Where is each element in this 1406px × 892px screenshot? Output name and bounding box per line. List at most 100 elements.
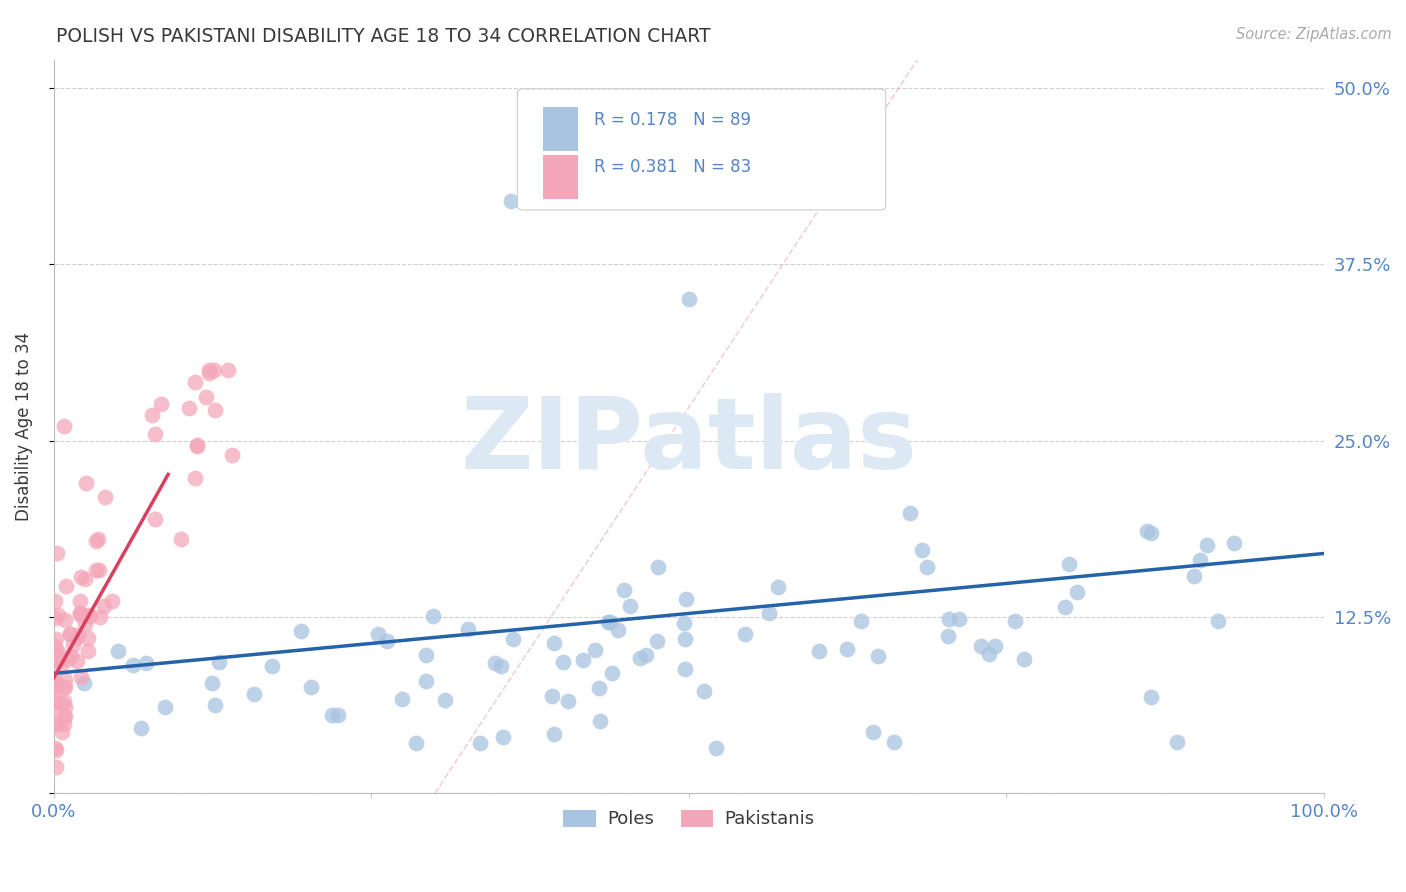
Point	[596, 615, 619, 630]
Point	[583, 643, 606, 657]
Point	[543, 727, 565, 741]
Point	[898, 506, 921, 520]
Point	[44, 717, 66, 731]
Point	[101, 594, 124, 608]
Point	[46, 653, 69, 667]
Point	[48, 715, 70, 730]
Point	[221, 448, 243, 462]
Bar	[543, 107, 578, 152]
Point	[1182, 569, 1205, 583]
Point	[135, 656, 157, 670]
Point	[65, 631, 87, 645]
Point	[53, 680, 76, 694]
Point	[405, 736, 427, 750]
Text: R = 0.381   N = 83: R = 0.381 N = 83	[593, 159, 751, 177]
Point	[468, 736, 491, 750]
Point	[415, 673, 437, 688]
Point	[69, 607, 91, 621]
Point	[678, 293, 700, 307]
Point	[177, 401, 200, 415]
Point	[692, 683, 714, 698]
Point	[44, 647, 66, 661]
Point	[613, 582, 636, 597]
Point	[69, 593, 91, 607]
Point	[51, 658, 73, 673]
Point	[45, 677, 67, 691]
Point	[634, 648, 657, 663]
Point	[645, 633, 668, 648]
Point	[170, 533, 193, 547]
Point	[675, 591, 697, 606]
Point	[758, 606, 780, 620]
Point	[87, 563, 110, 577]
Point	[66, 628, 89, 642]
Point	[93, 599, 115, 614]
Point	[1136, 524, 1159, 538]
Point	[484, 656, 506, 670]
Point	[938, 612, 960, 626]
Point	[55, 579, 77, 593]
Point	[184, 471, 207, 485]
Point	[557, 694, 579, 708]
Point	[201, 676, 224, 690]
Y-axis label: Disability Age 18 to 34: Disability Age 18 to 34	[15, 332, 32, 521]
Point	[122, 658, 145, 673]
Point	[75, 617, 97, 632]
Point	[59, 627, 82, 641]
Point	[260, 658, 283, 673]
Point	[69, 570, 91, 584]
Point	[734, 626, 756, 640]
Point	[704, 740, 727, 755]
Point	[93, 490, 115, 504]
Text: ZIPatlas: ZIPatlas	[460, 392, 917, 490]
Text: Source: ZipAtlas.com: Source: ZipAtlas.com	[1236, 27, 1392, 42]
Point	[911, 543, 934, 558]
Point	[1053, 599, 1076, 614]
Point	[53, 419, 76, 434]
Point	[1004, 614, 1026, 628]
Point	[1066, 585, 1088, 599]
Point	[44, 702, 66, 716]
Point	[936, 629, 959, 643]
FancyBboxPatch shape	[517, 89, 886, 210]
Point	[589, 714, 612, 728]
Point	[87, 533, 110, 547]
Point	[46, 645, 69, 659]
Point	[970, 640, 993, 654]
Point	[835, 642, 858, 657]
Point	[391, 691, 413, 706]
Point	[84, 563, 107, 577]
Point	[65, 654, 87, 668]
Point	[673, 632, 696, 646]
Point	[218, 363, 240, 377]
Point	[290, 624, 312, 638]
Point	[198, 366, 221, 380]
Point	[44, 741, 66, 756]
Point	[647, 559, 669, 574]
Point	[45, 743, 67, 757]
Point	[186, 439, 208, 453]
Point	[70, 670, 93, 684]
Point	[1195, 538, 1218, 552]
Point	[321, 707, 343, 722]
Point	[44, 611, 66, 625]
Point	[415, 648, 437, 662]
Point	[59, 649, 82, 664]
Point	[56, 652, 79, 666]
Point	[79, 608, 101, 623]
Point	[1223, 536, 1246, 550]
Point	[553, 655, 575, 669]
Point	[77, 644, 100, 658]
Point	[602, 666, 624, 681]
Point	[44, 690, 66, 704]
Point	[768, 580, 790, 594]
Point	[46, 608, 69, 623]
Point	[492, 730, 515, 744]
Point	[299, 680, 322, 694]
Point	[862, 725, 884, 739]
Point	[45, 632, 67, 647]
Point	[915, 560, 938, 574]
Point	[673, 662, 696, 676]
Point	[84, 534, 107, 549]
Point	[375, 634, 398, 648]
